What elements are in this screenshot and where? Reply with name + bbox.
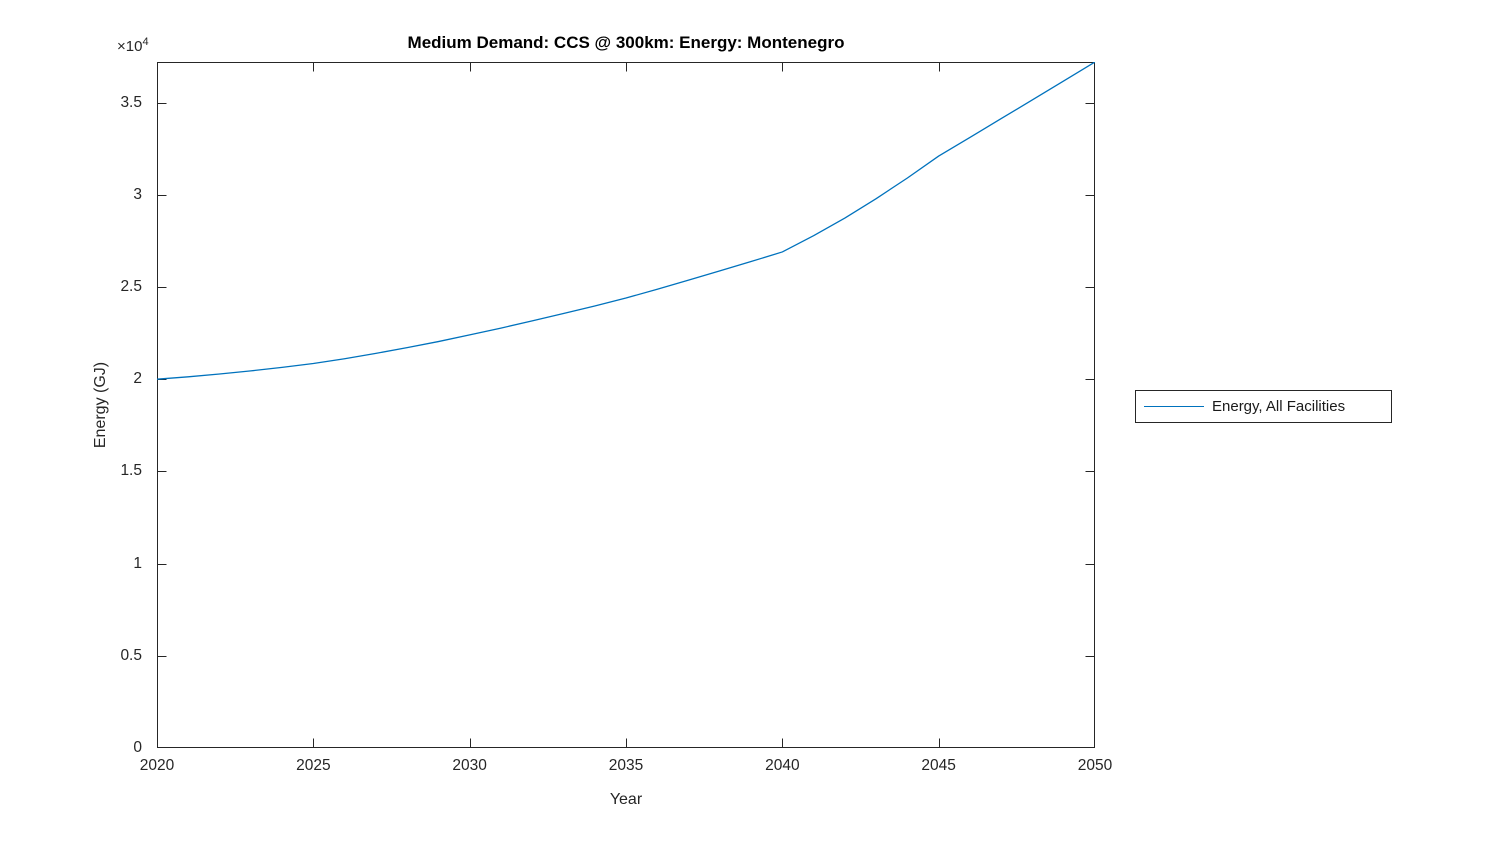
y-axis-multiplier-exponent: 4 [142,36,149,48]
axes-box [157,62,1095,748]
x-tick-label: 2035 [608,757,644,774]
x-tick-label: 2025 [296,757,331,774]
x-tick-label: 2040 [765,757,800,774]
chart-title: Medium Demand: CCS @ 300km: Energy: Mont… [407,33,845,52]
y-tick-label: 3 [133,185,142,203]
y-tick-label: 0 [133,739,142,756]
y-tick-label: 1.5 [120,462,142,480]
legend: Energy, All Facilities [1135,390,1392,423]
x-tick-label: 2045 [921,757,956,774]
y-tick-label: 3.5 [120,93,142,111]
y-axis-multiplier-base: ×10 [117,38,143,55]
plot-area [156,61,1096,749]
x-tick-label: 2050 [1077,757,1113,774]
x-tick-label: 2030 [452,757,487,774]
line-chart [156,61,1096,749]
y-axis-multiplier-label: ×104 [117,36,149,55]
y-tick-label: 0.5 [120,646,142,664]
y-tick-label: 2 [133,370,142,388]
data-series-line [156,61,1096,380]
y-tick-label: 1 [133,554,142,572]
legend-label: Energy, All Facilities [1212,398,1346,415]
x-tick-label: 2020 [139,757,175,774]
legend-line-sample-icon [1144,406,1204,407]
x-axis-label: Year [609,791,643,808]
y-tick-label: 2.5 [120,277,142,295]
